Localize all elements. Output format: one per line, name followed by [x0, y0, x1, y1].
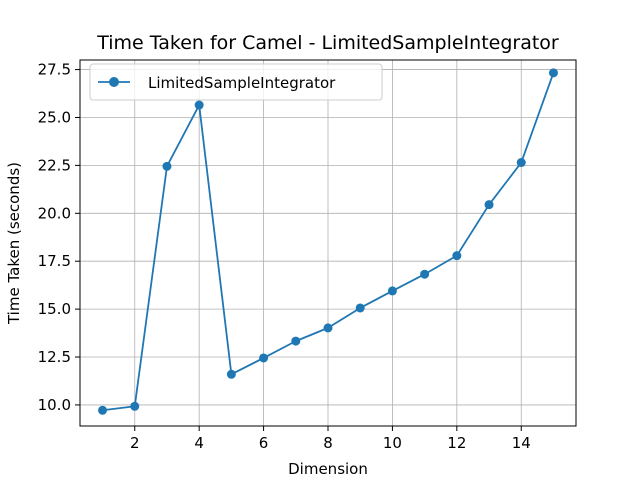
data-point — [452, 251, 462, 261]
y-tick-label: 20.0 — [38, 204, 71, 222]
x-tick-label: 2 — [130, 434, 140, 452]
data-point — [516, 158, 526, 168]
data-point — [387, 286, 397, 296]
y-tick-label: 12.5 — [38, 348, 71, 366]
data-point — [130, 401, 140, 411]
data-point — [194, 100, 204, 110]
data-point — [548, 68, 558, 78]
legend-box — [89, 63, 383, 101]
data-point — [291, 336, 301, 346]
data-point — [323, 323, 333, 333]
legend: LimitedSampleIntegrator — [89, 63, 383, 101]
y-tick-label: 27.5 — [38, 61, 71, 79]
x-tick-label: 10 — [383, 434, 402, 452]
x-tick-label: 6 — [259, 434, 269, 452]
y-tick-label: 17.5 — [38, 252, 71, 270]
data-point — [484, 200, 494, 210]
x-tick-label: 14 — [512, 434, 531, 452]
x-tick-label: 12 — [447, 434, 466, 452]
data-point — [355, 303, 365, 313]
data-point — [98, 405, 108, 415]
data-point — [162, 161, 172, 171]
chart-title: Time Taken for Camel - LimitedSampleInte… — [96, 32, 559, 54]
x-tick-label: 4 — [194, 434, 204, 452]
y-axis-label: Time Taken (seconds) — [5, 162, 23, 325]
x-tick-label: 8 — [323, 434, 333, 452]
y-tick-label: 15.0 — [38, 300, 71, 318]
x-axis-label: Dimension — [288, 460, 368, 478]
legend-marker — [109, 77, 119, 87]
series-layer — [98, 68, 558, 415]
y-tick-label: 22.5 — [38, 156, 71, 174]
legend-label: LimitedSampleIntegrator — [148, 74, 336, 92]
data-point — [420, 269, 430, 279]
y-tick-label: 10.0 — [38, 396, 71, 414]
y-tick-label: 25.0 — [38, 108, 71, 126]
axes: 2 4 6 8 10 12 14 10.0 12.5 15.0 17.5 20.0 22.5 25.0 27… — [38, 59, 577, 452]
data-point — [226, 369, 236, 379]
data-point — [259, 353, 269, 363]
